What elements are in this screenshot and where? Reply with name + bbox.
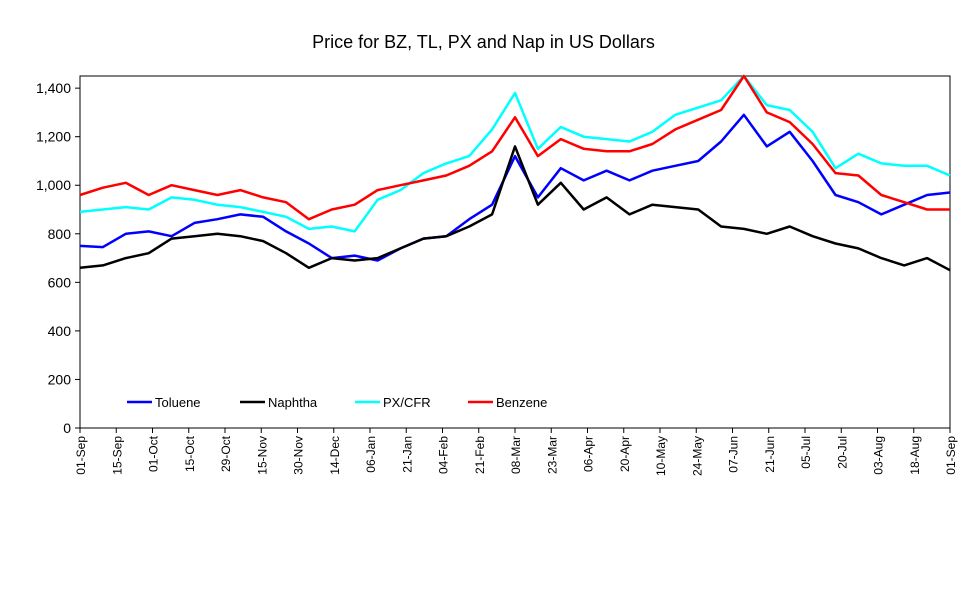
x-tick-label: 07-Jun — [727, 436, 741, 473]
x-tick-label: 01-Sep — [74, 436, 88, 475]
x-tick-label: 06-Jan — [364, 436, 378, 473]
series-line-naphtha — [79, 145, 951, 272]
legend-label-toluene: Toluene — [155, 395, 201, 410]
y-tick-label: 1,000 — [36, 177, 71, 193]
x-tick-label: 15-Sep — [110, 436, 124, 475]
x-axis: 01-Sep 15-Sep 01-Oct 15-Oct 29-Oct 15-Nov 30-N… — [74, 428, 958, 476]
x-tick-label: 06-Apr — [582, 436, 596, 472]
plot-area — [79, 75, 951, 429]
x-tick-label: 15-Oct — [183, 435, 197, 472]
x-tick-label: 18-Aug — [908, 436, 922, 475]
x-tick-label: 04-Feb — [437, 436, 451, 474]
y-tick-label: 0 — [63, 420, 71, 436]
x-tick-label: 23-Mar — [545, 436, 559, 474]
x-tick-label: 15-Nov — [255, 436, 269, 475]
legend-label-benzene: Benzene — [496, 395, 547, 410]
x-tick-label: 05-Jul — [799, 436, 813, 469]
x-tick-label: 21-Jan — [400, 436, 414, 473]
series-line-px-cfr — [79, 74, 951, 233]
x-tick-label: 10-May — [654, 436, 668, 476]
x-tick-label: 29-Oct — [219, 435, 233, 472]
x-tick-label: 01-Sep — [944, 436, 958, 475]
y-tick-label: 800 — [48, 226, 72, 242]
chart-title: Price for BZ, TL, PX and Nap in US Dolla… — [312, 32, 655, 52]
y-tick-label: 1,400 — [36, 80, 71, 96]
x-tick-label: 20-Apr — [618, 436, 632, 472]
y-tick-label: 400 — [48, 323, 72, 339]
series-lines — [79, 74, 951, 272]
x-tick-label: 08-Mar — [509, 436, 523, 474]
series-line-benzene — [79, 74, 950, 221]
x-tick-label: 21-Jun — [763, 436, 777, 473]
x-tick-label: 24-May — [690, 436, 704, 476]
y-axis: 0 200 400 600 800 1,000 1,200 1,400 — [36, 80, 80, 436]
x-tick-label: 20-Jul — [835, 436, 849, 469]
y-tick-label: 600 — [48, 274, 72, 290]
x-tick-label: 21-Feb — [473, 436, 487, 474]
legend-label-px-cfr: PX/CFR — [383, 395, 431, 410]
legend: Toluene Naphtha PX/CFR Benzene — [127, 395, 547, 410]
x-tick-label: 14-Dec — [328, 436, 342, 475]
legend-label-naphtha: Naphtha — [268, 395, 318, 410]
y-tick-label: 1,200 — [36, 129, 71, 145]
x-tick-label: 30-Nov — [292, 436, 306, 475]
x-tick-label: 01-Oct — [147, 435, 161, 472]
y-tick-label: 200 — [48, 371, 72, 387]
series-line-toluene — [79, 113, 951, 262]
x-tick-label: 03-Aug — [872, 436, 886, 475]
